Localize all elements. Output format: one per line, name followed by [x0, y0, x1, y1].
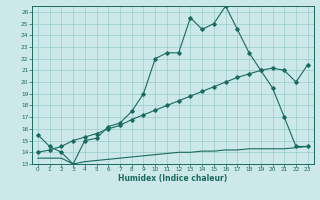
X-axis label: Humidex (Indice chaleur): Humidex (Indice chaleur) [118, 174, 228, 183]
